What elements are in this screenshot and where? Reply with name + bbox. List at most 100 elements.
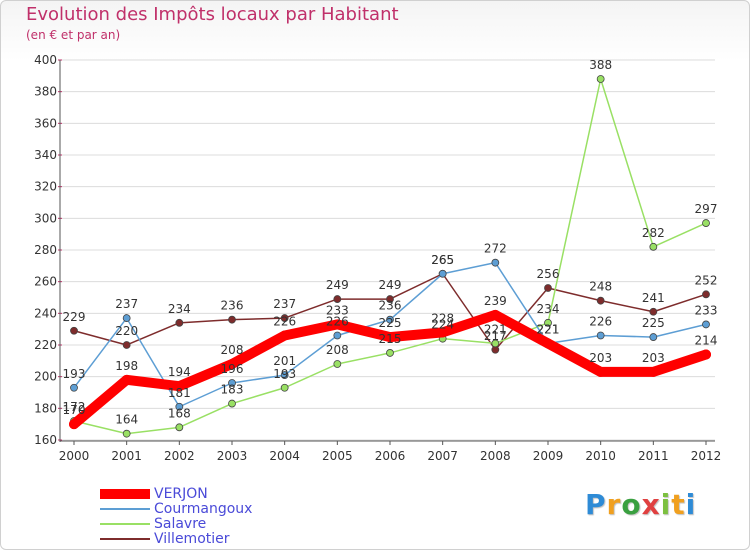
data-point	[70, 326, 78, 335]
data-label: 237	[273, 297, 296, 311]
data-point	[333, 295, 342, 303]
data-point	[491, 339, 500, 348]
data-label: 234	[537, 302, 560, 316]
data-point	[122, 341, 131, 349]
data-label: 233	[326, 303, 349, 317]
x-tick-label: 2006	[375, 449, 406, 463]
chart-title: Evolution des Impôts locaux par Habitant	[26, 4, 399, 25]
data-label: 217	[484, 329, 507, 343]
data-point	[70, 383, 78, 392]
data-point	[121, 374, 132, 385]
data-point	[332, 319, 343, 330]
logo-letter: i	[660, 488, 672, 521]
chart-legend: VERJON Courmangoux Salavre Villemotier	[100, 485, 253, 547]
legend-label: VERJON	[154, 485, 208, 502]
data-label: 221	[484, 322, 507, 336]
data-point	[596, 331, 605, 340]
data-label: 193	[63, 367, 86, 381]
data-label: 226	[273, 315, 296, 329]
data-label: 225	[379, 316, 402, 330]
data-label: 229	[63, 310, 86, 324]
data-label: 164	[115, 413, 138, 427]
x-tick-label: 2002	[164, 449, 195, 463]
x-tick-label: 2012	[691, 449, 722, 463]
data-point	[122, 429, 131, 438]
data-point	[122, 314, 131, 322]
data-label: 203	[589, 351, 612, 365]
data-label: 265	[431, 253, 454, 267]
data-label: 252	[695, 273, 718, 287]
data-point	[491, 258, 500, 267]
data-label: 272	[484, 242, 507, 256]
data-label: 193	[273, 367, 296, 381]
data-point	[228, 315, 236, 324]
data-point	[228, 379, 236, 387]
data-label: 181	[168, 386, 191, 400]
data-label: 226	[326, 315, 349, 329]
data-label: 297	[695, 202, 718, 216]
data-label: 249	[379, 278, 402, 292]
data-point	[544, 284, 552, 292]
data-point	[280, 371, 289, 379]
data-point	[648, 366, 659, 377]
x-tick-label: 2009	[533, 449, 564, 463]
data-point	[702, 320, 710, 329]
data-point	[386, 295, 394, 303]
logo-letter: x	[641, 488, 661, 521]
legend-swatch	[100, 488, 150, 499]
data-point	[596, 75, 605, 83]
data-point	[174, 381, 185, 392]
x-tick-label: 2005	[322, 449, 353, 463]
data-point	[333, 331, 342, 340]
legend-swatch	[100, 537, 150, 540]
data-label: 220	[115, 324, 138, 338]
data-label: 234	[168, 302, 191, 316]
data-point	[175, 423, 184, 432]
y-tick-label: 200	[34, 370, 57, 384]
data-label: 170	[63, 403, 86, 417]
data-point	[544, 318, 552, 327]
data-label: 241	[642, 291, 665, 305]
data-point	[333, 360, 342, 368]
data-label: 249	[326, 278, 349, 292]
data-label: 221	[537, 322, 560, 336]
data-label: 239	[484, 294, 507, 308]
legend-label: Courmangoux	[154, 500, 253, 517]
data-point	[69, 419, 79, 430]
data-label: 228	[431, 311, 454, 325]
legend-item: Courmangoux	[100, 500, 253, 517]
data-label: 248	[589, 280, 612, 294]
data-point	[280, 314, 289, 322]
chart-subtitle: (en € et par an)	[26, 28, 121, 42]
logo-letter: r	[606, 488, 622, 521]
x-tick-label: 2011	[638, 449, 669, 463]
data-label: 236	[221, 299, 244, 313]
data-label: 233	[695, 303, 718, 317]
y-tick-label: 360	[34, 116, 57, 130]
data-label: 214	[695, 334, 718, 348]
legend-swatch	[100, 522, 150, 525]
x-tick-label: 2000	[59, 449, 90, 463]
legend-item: VERJON	[100, 485, 252, 502]
y-tick-label: 160	[34, 433, 57, 447]
y-tick-label: 180	[34, 401, 57, 415]
data-label: 198	[115, 359, 138, 373]
data-label: 183	[221, 383, 244, 397]
y-tick-label: 340	[34, 148, 57, 162]
x-tick-label: 2007	[427, 449, 458, 463]
data-label: 237	[115, 297, 138, 311]
y-tick-label: 280	[34, 243, 57, 257]
y-tick-label: 240	[34, 306, 57, 320]
data-point	[437, 327, 448, 338]
legend-label: Salavre	[154, 515, 207, 532]
data-point	[595, 366, 606, 377]
data-point	[543, 338, 553, 349]
y-tick-label: 400	[34, 53, 57, 67]
data-point	[649, 333, 658, 341]
data-label: 168	[168, 406, 191, 420]
data-point	[175, 318, 184, 327]
legend-item: Salavre	[100, 515, 252, 532]
y-tick-label: 380	[34, 85, 57, 99]
data-point	[490, 309, 501, 320]
